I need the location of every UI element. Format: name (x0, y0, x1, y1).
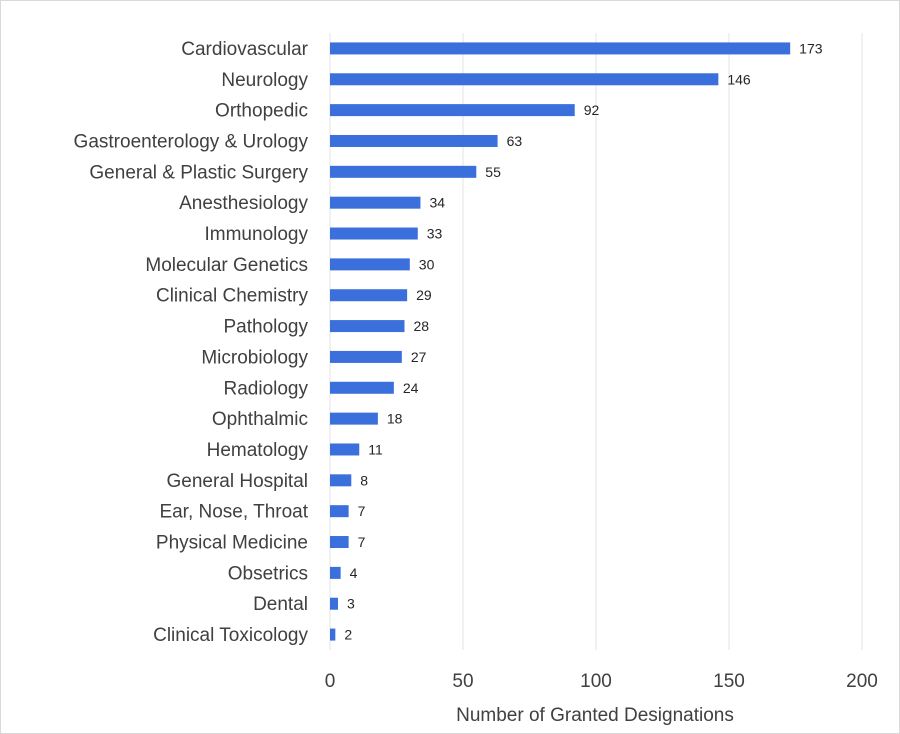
category-label: Obsetrics (228, 563, 308, 584)
bar (330, 412, 378, 425)
x-tick-label: 0 (325, 671, 336, 692)
data-label: 4 (350, 565, 358, 581)
data-label: 7 (358, 534, 366, 550)
bar (330, 320, 405, 333)
bar (330, 227, 418, 240)
bar (330, 73, 719, 86)
bar (330, 505, 349, 518)
category-label: Ophthalmic (212, 409, 308, 430)
data-label: 24 (403, 380, 419, 396)
bar (330, 381, 394, 394)
data-label: 146 (727, 71, 751, 87)
x-tick-label: 200 (846, 671, 878, 692)
bar (330, 42, 791, 55)
category-label: Molecular Genetics (145, 255, 308, 276)
category-label: Immunology (205, 224, 309, 245)
x-axis-title: Number of Granted Designations (456, 705, 734, 726)
bar (330, 628, 336, 641)
bar (330, 597, 338, 610)
data-label: 34 (429, 195, 445, 211)
category-label: Physical Medicine (156, 533, 308, 554)
category-label: Pathology (223, 317, 308, 338)
category-label: Clinical Chemistry (156, 286, 309, 307)
bar (330, 566, 341, 579)
data-label: 92 (584, 102, 600, 118)
category-label: General & Plastic Surgery (89, 162, 308, 183)
data-label: 63 (507, 133, 523, 149)
category-labels: Cardiovascular Neurology Orthopedic Gastroe… (74, 39, 309, 646)
data-label: 2 (344, 627, 352, 643)
category-label: Gastroenterology & Urology (74, 131, 309, 152)
data-label: 55 (485, 164, 501, 180)
bar (330, 289, 408, 302)
category-label: General Hospital (166, 471, 308, 492)
data-label: 27 (411, 349, 427, 365)
category-label: Orthopedic (215, 101, 308, 122)
data-label: 173 (799, 40, 823, 56)
data-label: 18 (387, 411, 403, 427)
data-label: 29 (416, 287, 432, 303)
x-tick-label: 150 (713, 671, 745, 692)
bar (330, 258, 410, 271)
x-tick-label: 50 (452, 671, 473, 692)
category-label: Hematology (207, 440, 309, 461)
data-label: 3 (347, 596, 355, 612)
x-axis-ticks: 0 50 100 150 200 (325, 671, 878, 692)
bar (330, 536, 349, 549)
bar (330, 134, 498, 147)
bar (330, 443, 360, 456)
data-label: 11 (368, 441, 383, 457)
bars (330, 42, 791, 641)
bar (330, 350, 402, 363)
category-label: Ear, Nose, Throat (159, 502, 308, 523)
category-label: Cardiovascular (181, 39, 308, 60)
data-label: 8 (360, 472, 368, 488)
x-tick-label: 100 (580, 671, 612, 692)
bar (330, 104, 575, 117)
bar (330, 196, 421, 209)
category-label: Microbiology (201, 347, 308, 368)
category-label: Clinical Toxicology (153, 625, 308, 646)
data-label: 33 (427, 226, 443, 242)
category-label: Dental (253, 594, 308, 615)
data-label: 7 (358, 503, 366, 519)
data-label: 28 (413, 318, 429, 334)
gridlines (329, 33, 863, 650)
bar (330, 165, 477, 178)
category-label: Neurology (221, 70, 308, 91)
category-label: Anesthesiology (179, 193, 308, 214)
data-label: 30 (419, 256, 435, 272)
bar (330, 474, 352, 487)
category-label: Radiology (224, 378, 309, 399)
